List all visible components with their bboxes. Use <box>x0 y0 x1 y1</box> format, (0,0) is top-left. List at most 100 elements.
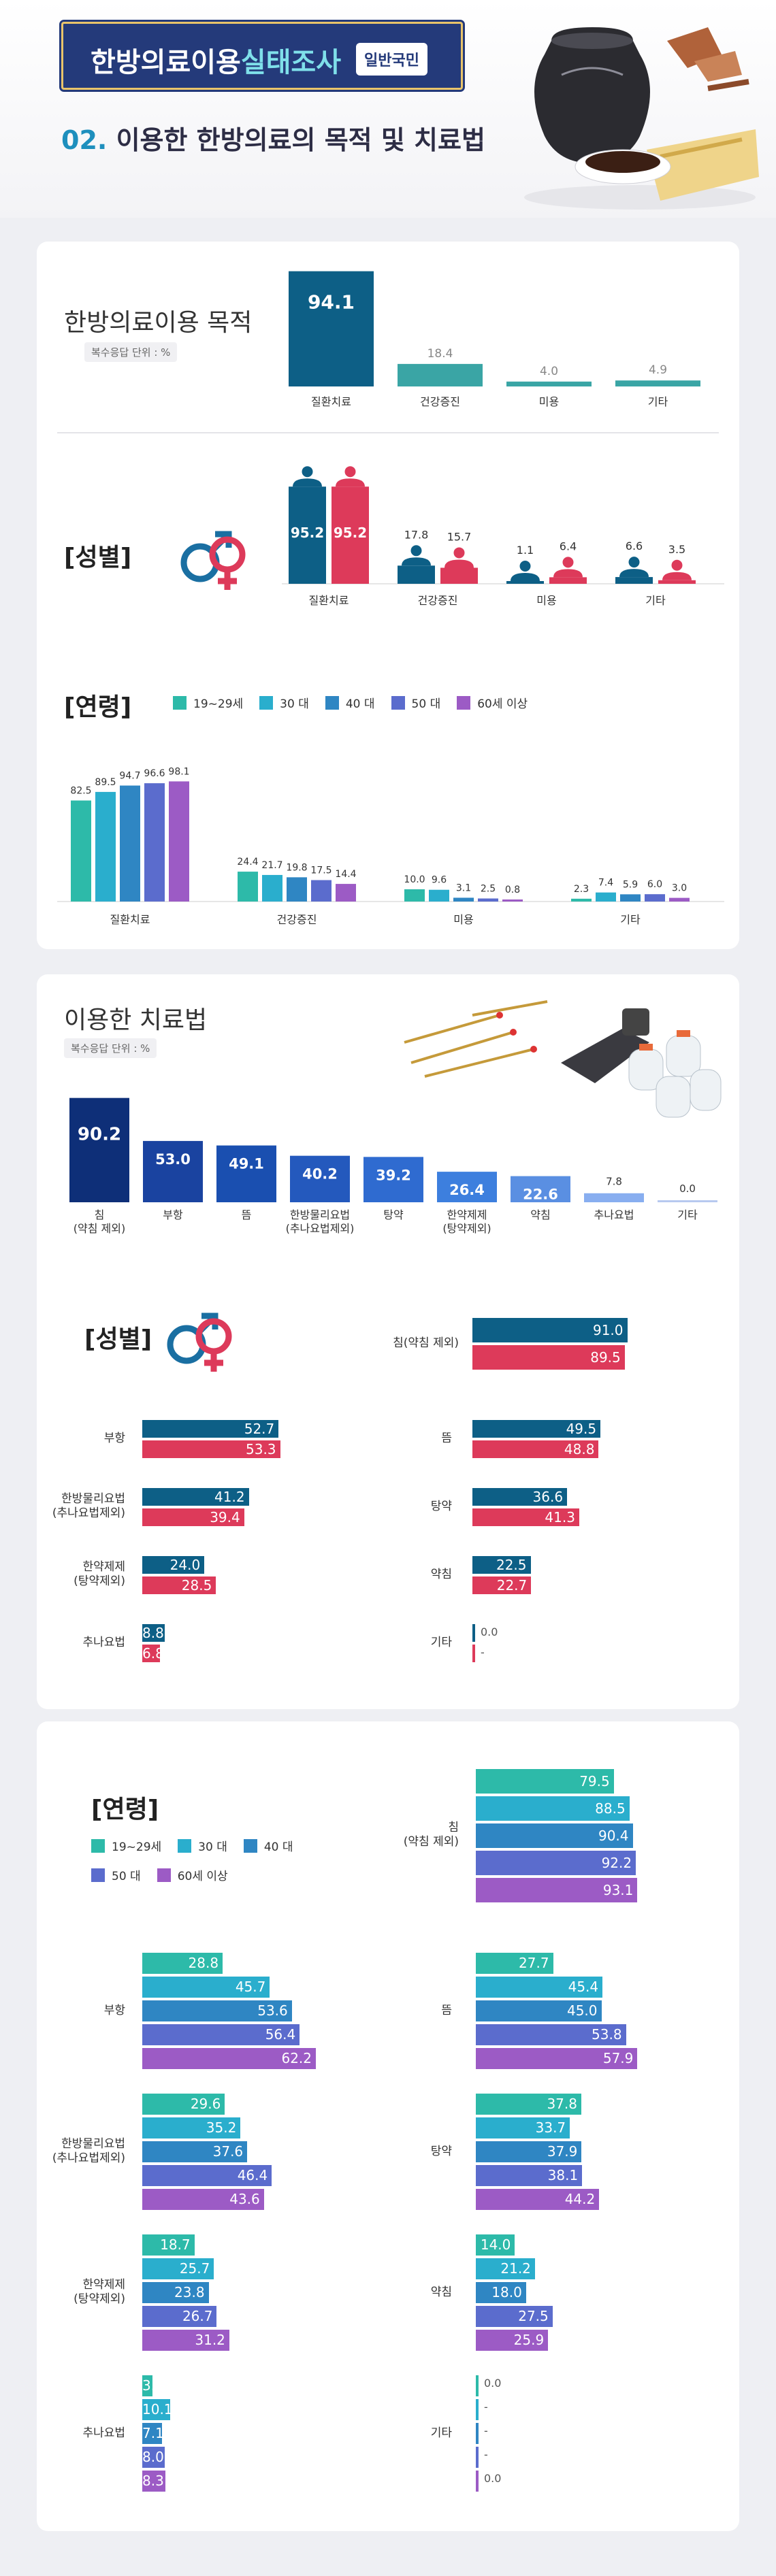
purpose-chip: 복수응답 단위 : % <box>84 342 178 362</box>
method-value: 49.1 <box>229 1156 264 1172</box>
age-bar <box>478 898 498 902</box>
female-bar <box>440 567 478 584</box>
male-figure-icon <box>302 466 313 478</box>
badge-tag: 일반국민 <box>356 43 427 76</box>
method-gender-item-bar: 6.8 <box>142 1645 164 1662</box>
legend-swatch <box>91 1838 105 1853</box>
purpose-age-chart: 82.5 89.594.7 96.6 98.1 질환치료 24.4 21.7 19.8 17.5… <box>57 766 724 926</box>
age-value: 2.3 <box>574 884 589 895</box>
purpose-value: 94.1 <box>308 291 355 314</box>
method-age-item-bar <box>476 2471 479 2492</box>
age-category: 질환치료 <box>110 913 150 926</box>
method-age-title: [연령] <box>91 1796 159 1823</box>
method-gender-item-bar: 22.5 <box>472 1556 531 1574</box>
purpose-bar <box>506 381 592 386</box>
method-age-item-label: 탕약 <box>430 2144 452 2158</box>
legend-swatch <box>173 695 187 710</box>
method-age-item-bar: 3.7 <box>142 2375 164 2396</box>
method-category: 기타 <box>677 1208 698 1221</box>
method-gender-item-label: 기타 <box>430 1636 452 1649</box>
method-age-item-label: 약침 <box>430 2285 452 2299</box>
method-bar <box>584 1193 644 1202</box>
age-value: 7.4 <box>598 878 613 889</box>
method-gender-item-label: 추나요법 <box>82 1636 125 1649</box>
method-age-item-bar: 37.9 <box>476 2141 582 2162</box>
age-bar <box>645 894 665 902</box>
method-bar <box>363 1157 423 1202</box>
legend-swatch <box>157 1868 171 1882</box>
method-category: 약침 <box>530 1208 550 1221</box>
method-age-item-bar: 7.1 <box>142 2423 164 2444</box>
purpose-category: 기타 <box>648 395 668 408</box>
method-age-item-bar: 53.8 <box>476 2024 626 2045</box>
purpose-category: 질환치료 <box>311 395 351 408</box>
gender-value: 6.6 <box>626 540 643 552</box>
method-age-item-bar: 31.2 <box>142 2330 229 2351</box>
method-gender-title: [성별] <box>84 1325 152 1353</box>
method-bar <box>216 1145 276 1202</box>
gender-symbol-icon <box>180 531 246 590</box>
age-value: 9.6 <box>432 875 447 886</box>
method-gender-item-label: 탕약 <box>430 1500 452 1513</box>
age-category: 기타 <box>620 913 641 926</box>
age-value: 82.5 <box>70 786 91 797</box>
method-age-item-bar: 8.3 <box>142 2471 166 2492</box>
method-gender-item-bar: 49.5 <box>472 1420 601 1438</box>
legend-swatch <box>391 695 405 710</box>
purpose-bar <box>615 380 700 386</box>
age-value: 6.0 <box>647 879 662 890</box>
method-age-item-value: 0.0 <box>484 2472 502 2485</box>
method-age-item-bar: 37.8 <box>476 2094 581 2115</box>
method-gender-item-bar: 89.5 <box>472 1345 625 1370</box>
method-category: (탕약제외) <box>442 1222 491 1235</box>
figure-body <box>444 559 474 568</box>
method-age-item-bar: 53.6 <box>142 2000 292 2021</box>
age-value: 89.5 <box>95 777 116 788</box>
method-age-item-bar: 25.9 <box>476 2330 549 2351</box>
method-age-item-bar: 23.8 <box>142 2282 209 2303</box>
method-gender-item-bar <box>472 1645 475 1662</box>
female-figure-icon <box>344 466 356 478</box>
figure-body <box>553 569 583 578</box>
method-gender-item-label: 한방물리요법 (추나요법제외) <box>52 1492 125 1521</box>
method-age-item-bar: 93.1 <box>476 1878 638 1902</box>
method-category: 탕약 <box>383 1208 404 1221</box>
age-bar <box>669 897 690 902</box>
method-gender-item-bar <box>472 1624 475 1642</box>
badge-title-b: 실태조사 <box>240 47 342 78</box>
method-gender-item-bar: 22.7 <box>472 1576 532 1594</box>
legend-swatch <box>259 695 274 710</box>
figure-body <box>511 573 540 581</box>
legend-label: 19~29세 <box>193 697 244 711</box>
method-age-panel: [연령] 19~29세 30 대 40 대 50 대 60세 이상 침 (약침 제외) 79… <box>37 1721 739 2531</box>
subtitle-number: 02. <box>61 125 108 155</box>
purpose-value: 4.0 <box>540 365 558 378</box>
legend-item: 50 대 <box>391 694 440 711</box>
legend-item: 60세 이상 <box>457 694 528 711</box>
method-bar <box>658 1200 717 1202</box>
method-category: 부항 <box>163 1208 183 1221</box>
age-value: 24.4 <box>237 857 258 868</box>
age-value: 3.0 <box>672 883 687 894</box>
method-age-item-bar: 90.4 <box>476 1823 633 1848</box>
female-figure-icon <box>671 559 683 571</box>
method-age-item-bar: 44.2 <box>476 2189 600 2210</box>
age-bar <box>571 898 592 902</box>
legend-label: 40 대 <box>345 697 375 711</box>
age-value: 19.8 <box>286 862 307 873</box>
purpose-age-legend: 19~29세 30 대 40 대 50 대 60세 이상 <box>173 694 528 711</box>
method-value: 7.8 <box>606 1176 622 1188</box>
method-value: 26.4 <box>449 1182 485 1198</box>
method-gender-item-bar: 28.5 <box>142 1576 216 1594</box>
female-bar <box>549 577 587 584</box>
method-gender-item-bar: 41.3 <box>472 1508 579 1526</box>
age-bar <box>144 783 165 902</box>
method-gender-item-bar: 91.0 <box>472 1318 628 1342</box>
purpose-bar <box>289 271 374 386</box>
method-age-item-bar: 25.7 <box>142 2258 214 2279</box>
divider <box>57 432 719 433</box>
age-value: 21.7 <box>261 860 282 871</box>
gender-value: 95.2 <box>334 525 367 541</box>
method-gender-item-bar: 53.3 <box>142 1440 280 1458</box>
method-gender-item-bar: 24.0 <box>142 1556 205 1574</box>
